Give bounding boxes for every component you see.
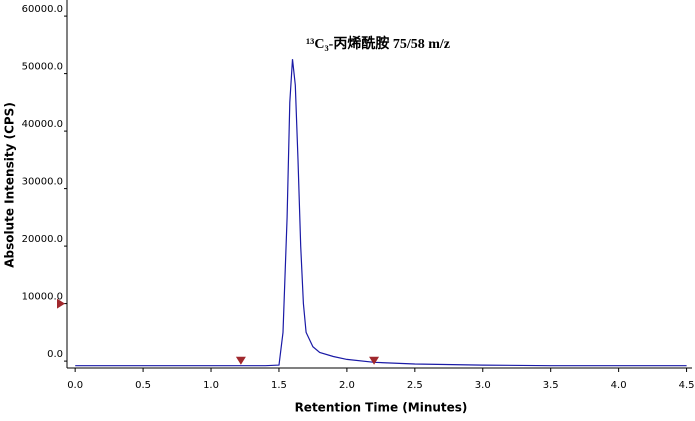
x-tick-label: 4.0 xyxy=(611,380,627,391)
y-tick-label: 10000.0 xyxy=(22,292,63,303)
y-tick-label: 50000.0 xyxy=(22,62,63,73)
x-tick-label: 1.5 xyxy=(271,380,287,391)
x-tick-label: 4.5 xyxy=(679,380,695,391)
y-tick-label: 30000.0 xyxy=(22,177,63,188)
y-tick-label: 0.0 xyxy=(47,349,63,360)
y-tick-label: 60000.0 xyxy=(22,4,63,15)
x-tick-label: 2.0 xyxy=(339,380,355,391)
x-tick-label: 2.5 xyxy=(407,380,423,391)
peak-marker xyxy=(235,356,246,365)
y-axis-title: Absolute Intensity (CPS) xyxy=(3,102,17,268)
x-tick-label: 0.0 xyxy=(67,380,83,391)
x-tick-label: 1.0 xyxy=(203,380,219,391)
y-tick-label: 40000.0 xyxy=(22,119,63,130)
x-tick-label: 3.5 xyxy=(543,380,559,391)
data-line xyxy=(75,59,687,367)
y-tick-label: 20000.0 xyxy=(22,234,63,245)
peak-marker xyxy=(369,356,380,365)
x-tick-label: 3.0 xyxy=(475,380,491,391)
chart-title: ¹³C₃-丙烯酰胺 75/58 m/z xyxy=(306,35,450,52)
x-axis-title: Retention Time (Minutes) xyxy=(295,401,468,415)
threshold-marker xyxy=(57,298,65,309)
x-tick-label: 0.5 xyxy=(135,380,151,391)
